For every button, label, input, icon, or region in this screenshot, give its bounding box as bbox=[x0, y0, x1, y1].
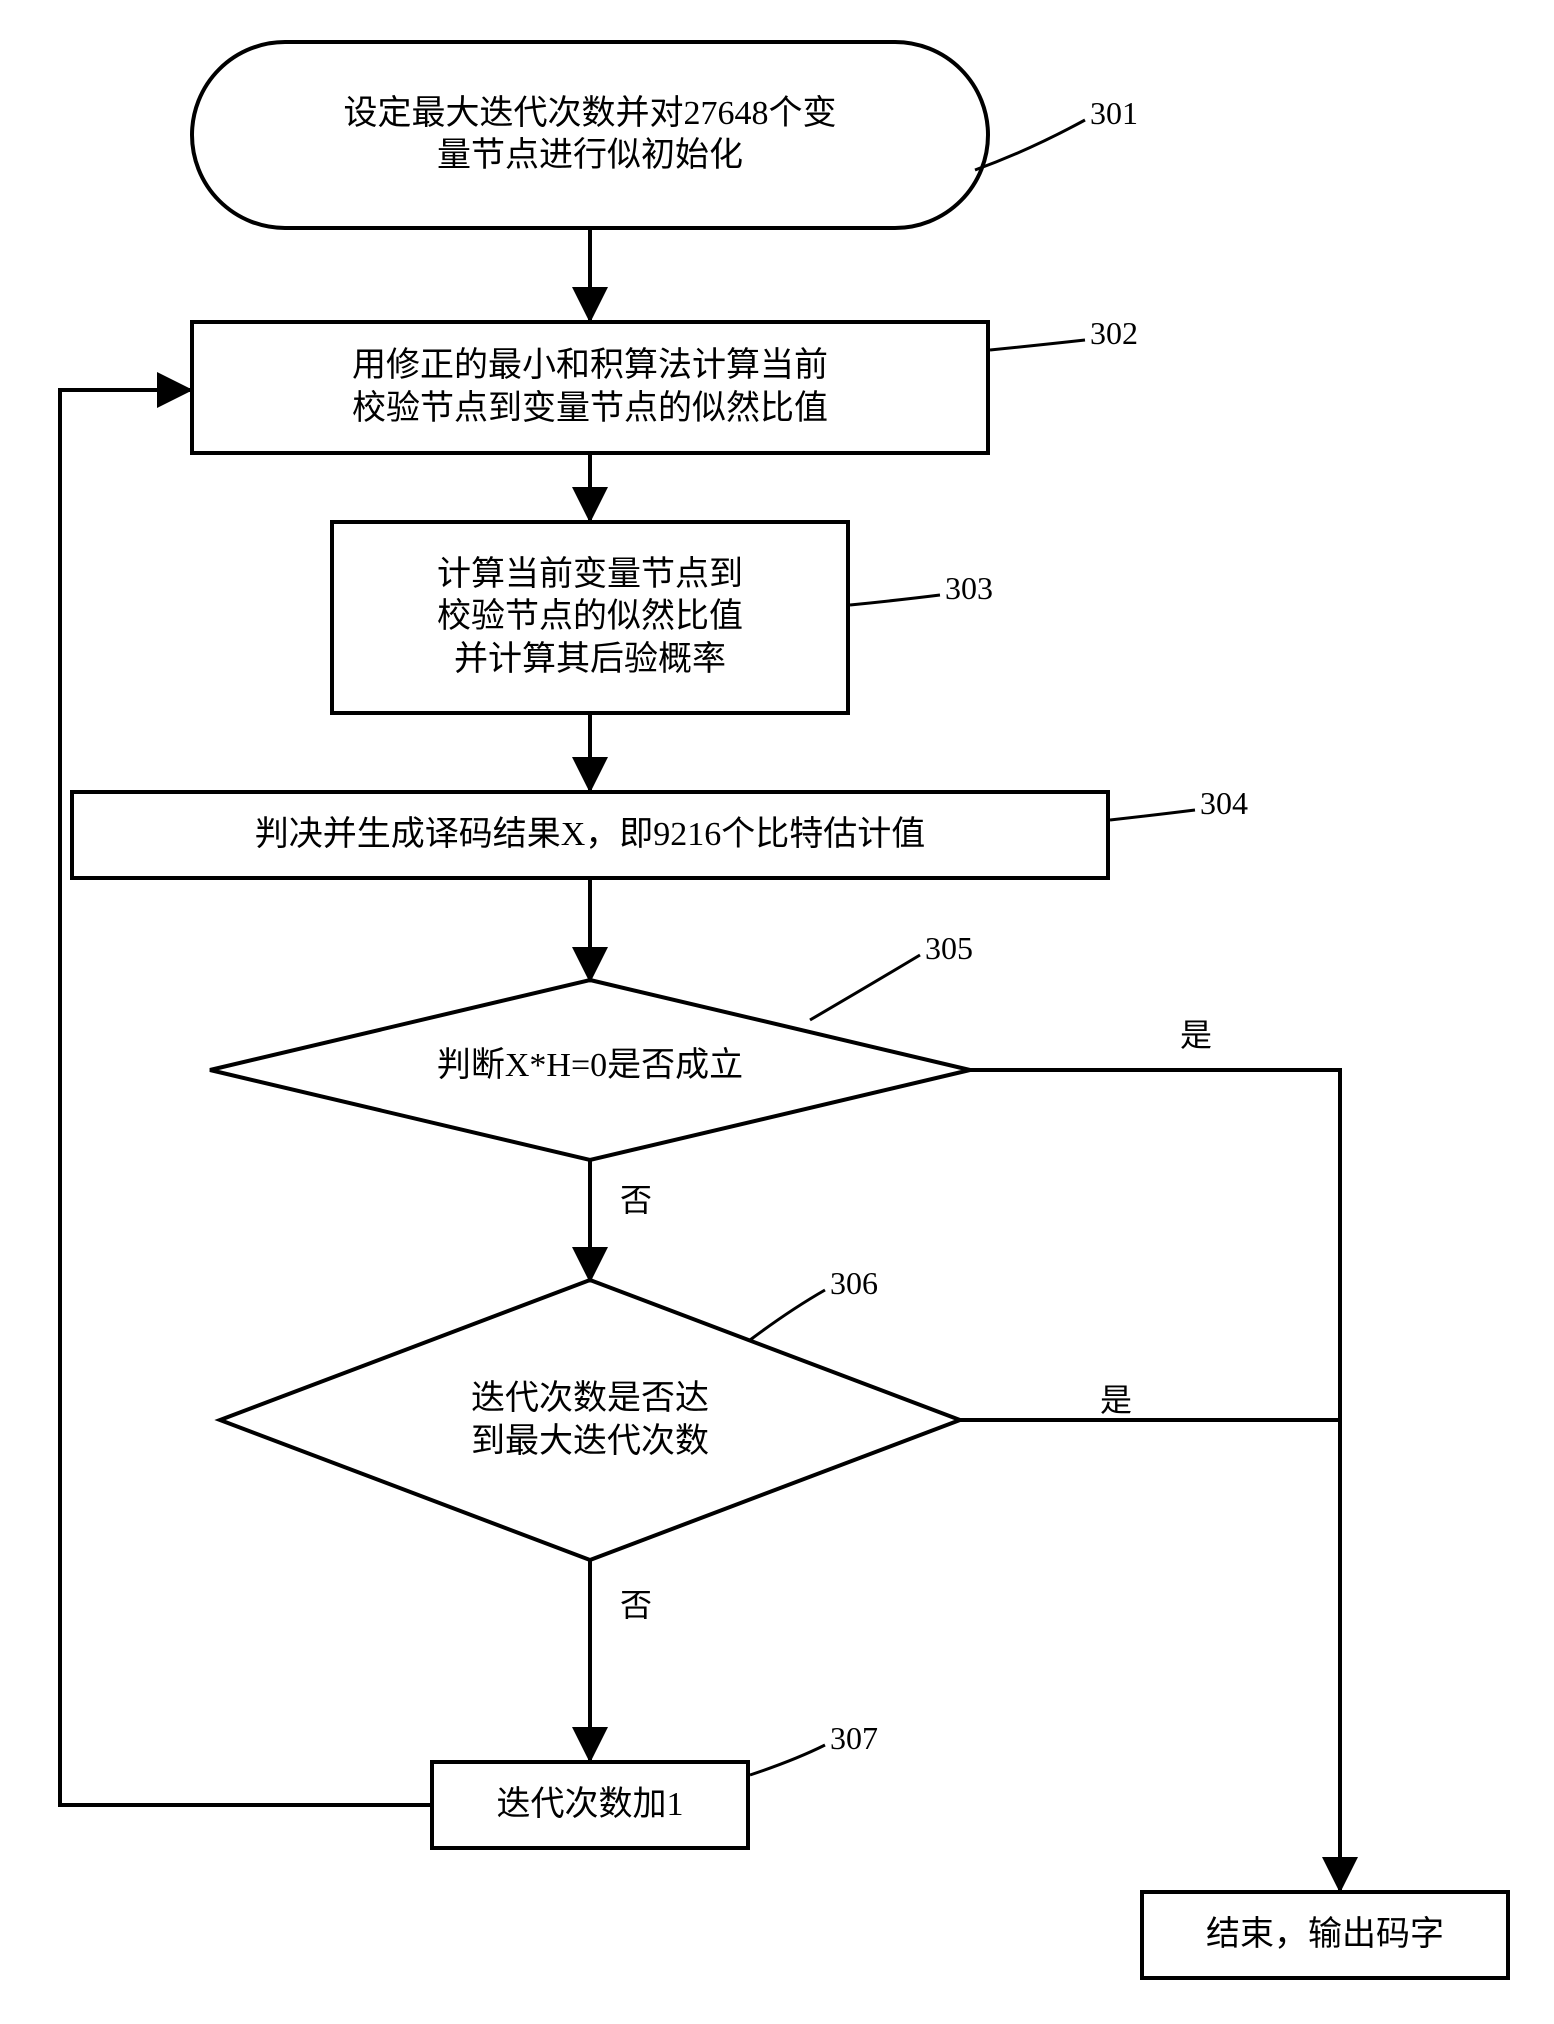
node-306-text: 迭代次数是否达到最大迭代次数 bbox=[471, 1380, 709, 1460]
node-301-terminator: 设定最大迭代次数并对27648个变量节点进行似初始化 bbox=[190, 40, 990, 230]
node-306-decision: 迭代次数是否达到最大迭代次数 bbox=[320, 1378, 860, 1463]
label-305-yes: 是 bbox=[1180, 1010, 1212, 1056]
label-306-yes: 是 bbox=[1100, 1375, 1132, 1421]
label-304: 304 bbox=[1200, 785, 1248, 822]
node-end-text: 结束，输出码字 bbox=[1206, 1914, 1444, 1957]
label-301: 301 bbox=[1090, 95, 1138, 132]
node-304-process: 判决并生成译码结果X，即9216个比特估计值 bbox=[70, 790, 1110, 880]
label-303: 303 bbox=[945, 570, 993, 607]
label-306-no: 否 bbox=[620, 1580, 652, 1626]
label-307: 307 bbox=[830, 1720, 878, 1757]
label-306: 306 bbox=[830, 1265, 878, 1302]
label-305: 305 bbox=[925, 930, 973, 967]
node-303-process: 计算当前变量节点到校验节点的似然比值并计算其后验概率 bbox=[330, 520, 850, 715]
node-307-text: 迭代次数加1 bbox=[497, 1784, 684, 1827]
node-302-process: 用修正的最小和积算法计算当前校验节点到变量节点的似然比值 bbox=[190, 320, 990, 455]
label-302: 302 bbox=[1090, 315, 1138, 352]
flowchart-canvas: 设定最大迭代次数并对27648个变量节点进行似初始化 用修正的最小和积算法计算当… bbox=[0, 0, 1554, 2024]
node-304-text: 判决并生成译码结果X，即9216个比特估计值 bbox=[255, 814, 926, 857]
node-303-text: 计算当前变量节点到校验节点的似然比值并计算其后验概率 bbox=[437, 554, 743, 682]
label-305-no: 否 bbox=[620, 1175, 652, 1221]
node-301-text: 设定最大迭代次数并对27648个变量节点进行似初始化 bbox=[344, 93, 837, 178]
node-end-process: 结束，输出码字 bbox=[1140, 1890, 1510, 1980]
connectors-svg bbox=[0, 0, 1554, 2024]
node-305-decision: 判断X*H=0是否成立 bbox=[300, 1045, 880, 1088]
node-302-text: 用修正的最小和积算法计算当前校验节点到变量节点的似然比值 bbox=[352, 345, 828, 430]
node-307-process: 迭代次数加1 bbox=[430, 1760, 750, 1850]
node-305-text: 判断X*H=0是否成立 bbox=[437, 1047, 743, 1084]
